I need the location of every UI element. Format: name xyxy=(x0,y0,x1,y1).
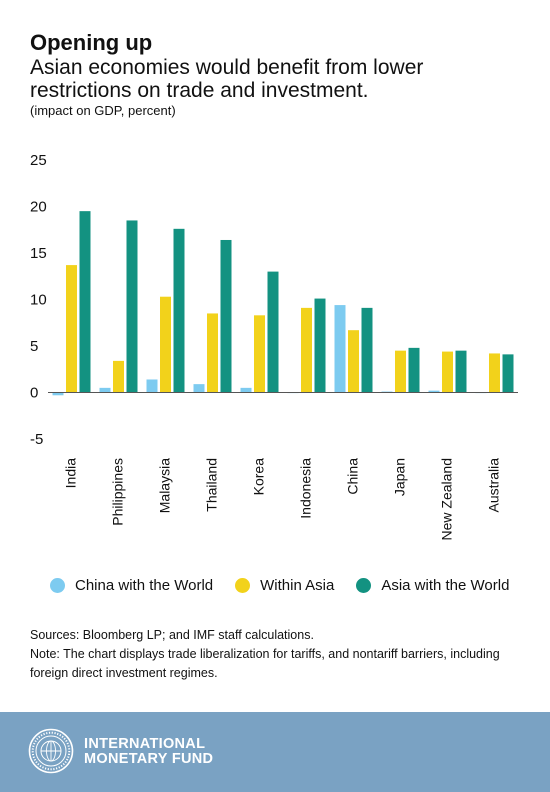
bar xyxy=(361,307,373,393)
wordmark-line-2: MONETARY FUND xyxy=(84,751,214,767)
bar xyxy=(160,296,171,393)
bar xyxy=(52,392,64,396)
bar xyxy=(99,387,111,393)
legend-item-china-with-world: China with the World xyxy=(50,577,213,594)
x-category-label: Thailand xyxy=(204,458,220,512)
notes: Sources: Bloomberg LP; and IMF staff cal… xyxy=(30,626,530,683)
bar xyxy=(489,353,500,393)
bar xyxy=(79,211,91,393)
x-category-label: Indonesia xyxy=(298,458,314,519)
sources-text: Sources: Bloomberg LP; and IMF staff cal… xyxy=(30,628,314,642)
bar xyxy=(220,239,232,393)
legend-swatch-within-asia xyxy=(235,577,251,593)
bar xyxy=(314,298,326,393)
legend-swatch-asia-with-world xyxy=(356,577,372,593)
bar xyxy=(428,390,440,393)
imf-seal-logo xyxy=(28,728,74,774)
bar xyxy=(126,220,138,393)
bar xyxy=(395,350,406,393)
bar-chart: 25 20 15 10 5 0 -5 India Philippines Malaysia Thai… xyxy=(30,152,518,541)
bar xyxy=(301,307,312,393)
legend-label-china-with-world: China with the World xyxy=(75,576,214,594)
y-tick-label: 25 xyxy=(30,152,47,169)
bar xyxy=(254,315,265,393)
bar xyxy=(173,228,185,393)
bar xyxy=(240,387,252,393)
bar xyxy=(193,384,205,393)
bar xyxy=(348,330,359,393)
x-category-label: Malaysia xyxy=(157,458,173,513)
legend-item-within-asia: Within Asia xyxy=(235,577,334,594)
bar xyxy=(334,305,346,393)
bar xyxy=(442,351,453,393)
bar xyxy=(455,350,467,393)
units-label: (impact on GDP, percent) xyxy=(30,103,176,118)
legend-label-asia-with-world: Asia with the World xyxy=(381,576,510,594)
bar xyxy=(207,313,218,393)
bar xyxy=(502,354,514,393)
x-category-label: Japan xyxy=(392,458,408,496)
y-tick-label: 15 xyxy=(30,245,47,262)
bar xyxy=(66,265,77,393)
wordmark-line-1: INTERNATIONAL xyxy=(84,736,206,752)
legend: China with the World Within Asia Asia wi… xyxy=(50,574,531,596)
y-tick-label: 5 xyxy=(30,338,38,355)
footer-bar: INTERNATIONAL MONETARY FUND xyxy=(0,712,550,792)
bar xyxy=(113,360,124,393)
x-category-label: New Zealand xyxy=(439,458,455,541)
bar xyxy=(408,347,420,393)
bar xyxy=(146,379,158,393)
chart-subtitle: Asian economies would benefit from lower… xyxy=(30,56,424,102)
legend-label-within-asia: Within Asia xyxy=(260,576,335,594)
y-tick-label: 10 xyxy=(30,292,47,309)
y-tick-label: 0 xyxy=(30,385,38,402)
bar xyxy=(267,271,279,393)
chart-title: Opening up xyxy=(30,30,153,55)
y-tick-label: 20 xyxy=(30,199,47,216)
legend-item-asia-with-world: Asia with the World xyxy=(356,577,509,594)
x-category-label: Philippines xyxy=(110,458,126,526)
x-category-label: Korea xyxy=(251,458,267,496)
x-category-label: Australia xyxy=(486,458,502,513)
imf-wordmark: INTERNATIONAL MONETARY FUND xyxy=(84,737,213,767)
legend-swatch-china-with-world xyxy=(50,577,65,593)
x-category-label: China xyxy=(345,458,361,495)
x-category-label: India xyxy=(63,458,79,489)
note-text: Note: The chart displays trade liberaliz… xyxy=(30,647,500,680)
y-tick-label: -5 xyxy=(30,431,43,448)
